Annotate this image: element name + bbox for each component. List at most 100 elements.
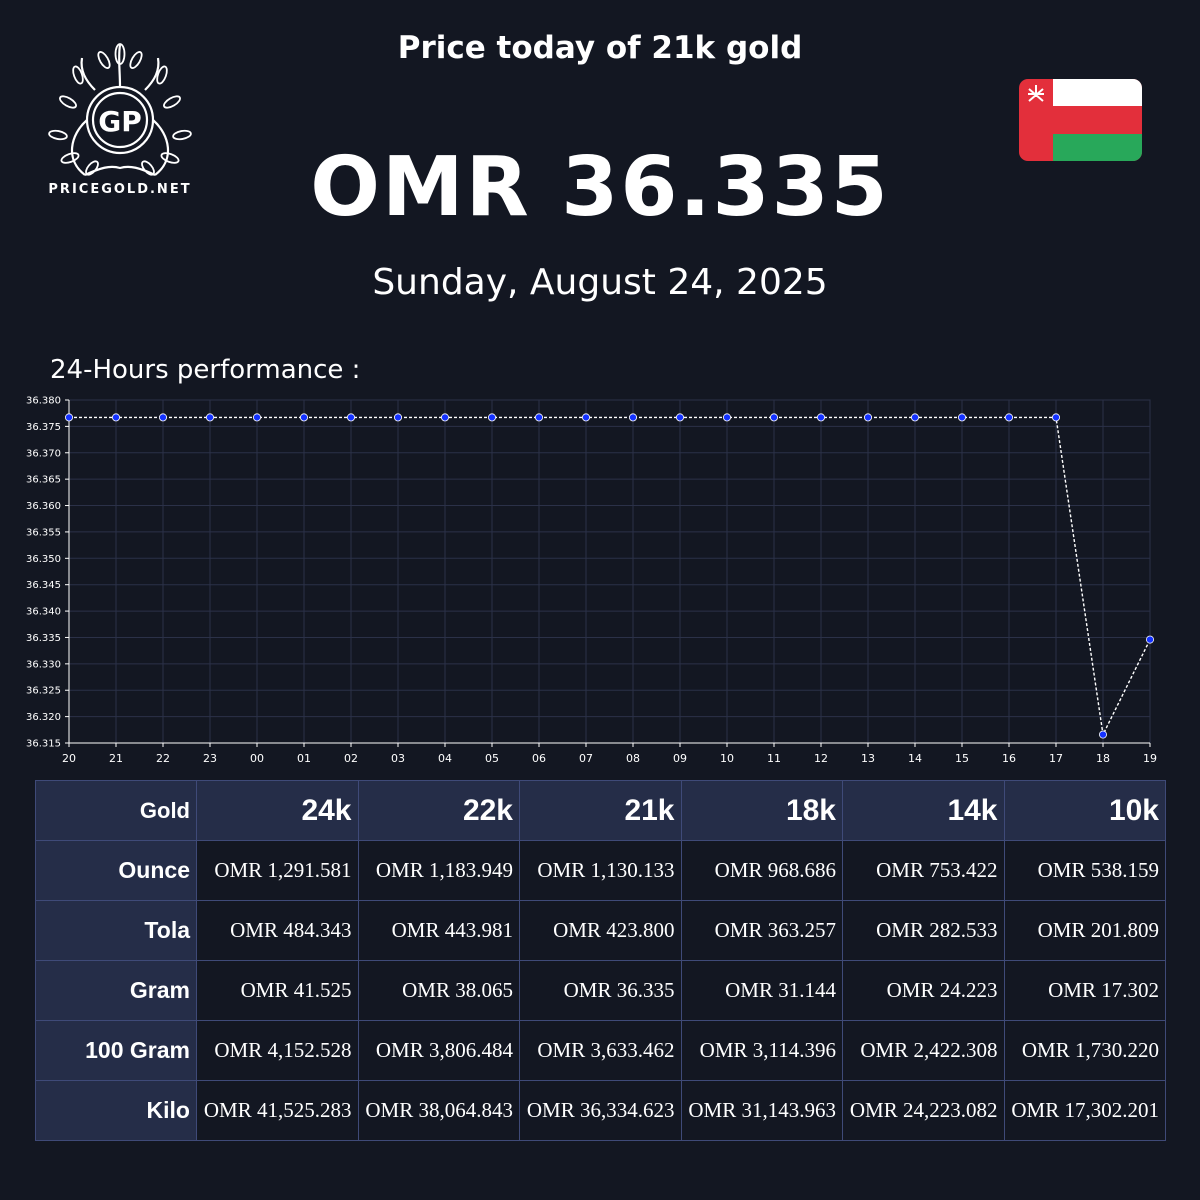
data-point [65,413,74,422]
price-cell: OMR 41,525.283 [196,1080,359,1141]
price-cell: OMR 2,422.308 [842,1020,1005,1081]
price-line [69,416,1151,737]
x-tick-label: 04 [438,752,452,765]
x-tick-label: 11 [767,752,781,765]
karat-header-14k: 14k [842,780,1005,841]
y-tick-label: 36.370 [26,448,61,459]
price-cell: OMR 17,302.201 [1003,1080,1166,1141]
price-cell: OMR 24,223.082 [842,1080,1005,1141]
logo-mark: GP [98,105,142,138]
y-tick-label: 36.320 [26,712,61,723]
y-tick-label: 36.360 [26,501,61,512]
x-tick-label: 14 [908,752,922,765]
karat-header-22k: 22k [357,780,520,841]
oman-flag-icon [1019,79,1142,161]
price-cell: OMR 484.343 [196,900,359,961]
karat-header-18k: 18k [680,780,843,841]
price-cell: OMR 3,114.396 [680,1020,843,1081]
data-point [299,413,308,422]
page-title: Price today of 21k gold [397,30,803,66]
x-tick-label: 22 [156,752,170,765]
price-cell: OMR 3,806.484 [357,1020,520,1081]
table-header-row: Gold 24k 22k 21k 18k 14k 10k [35,780,1166,841]
data-point [582,413,591,422]
x-tick-label: 06 [532,752,546,765]
karat-header-21k: 21k [519,780,682,841]
data-point [535,413,544,422]
current-price: OMR 36.335 [310,140,890,235]
x-tick-label: 18 [1096,752,1110,765]
x-tick-label: 13 [861,752,875,765]
price-cell: OMR 753.422 [842,840,1005,901]
price-cell: OMR 36.335 [519,960,682,1021]
data-point [911,413,920,422]
data-point [676,413,685,422]
row-label: Kilo [35,1080,197,1141]
data-point [1005,413,1014,422]
table-row: Tola OMR 484.343 OMR 443.981 OMR 423.800 OMR… [35,900,1166,961]
plot-area [68,399,1151,744]
table-corner-label: Gold [35,780,197,841]
y-tick-label: 36.355 [26,527,61,538]
performance-chart: 36.380 36.375 36.370 36.365 36.360 36.355 36.3… [26,396,1157,766]
table-row: 100 Gram OMR 4,152.528 OMR 3,806.484 OMR 3,… [35,1020,1166,1081]
data-point [158,413,167,422]
pricegold-logo: GP [48,43,192,176]
x-axis: 20 21 22 23 00 01 02 03 04 05 06 07 08 09 10 11 12 13 14 15… [62,400,1157,765]
axis-lines [68,400,1150,744]
data-point [440,413,449,422]
price-cell: OMR 4,152.528 [196,1020,359,1081]
y-tick-label: 36.330 [26,659,61,670]
x-tick-label: 05 [485,752,499,765]
price-points [65,413,1155,739]
x-tick-label: 10 [720,752,734,765]
data-point [487,413,496,422]
price-cell: OMR 24.223 [842,960,1005,1021]
y-tick-label: 36.365 [26,475,61,486]
data-point [817,413,826,422]
price-cell: OMR 363.257 [680,900,843,961]
y-tick-label: 36.335 [26,633,61,644]
price-cell: OMR 17.302 [1003,960,1166,1021]
price-cell: OMR 36,334.623 [519,1080,682,1141]
x-tick-label: 02 [344,752,358,765]
data-point [770,413,779,422]
x-tick-label: 01 [297,752,311,765]
price-date: Sunday, August 24, 2025 [372,262,828,303]
x-tick-label: 20 [62,752,76,765]
price-cell: OMR 538.159 [1003,840,1166,901]
price-cell: OMR 38.065 [357,960,520,1021]
x-tick-label: 17 [1049,752,1063,765]
y-tick-label: 36.340 [26,607,61,618]
y-tick-label: 36.325 [26,686,61,697]
x-tick-label: 00 [250,752,264,765]
data-point [958,413,967,422]
price-cell: OMR 423.800 [519,900,682,961]
data-point [723,413,732,422]
price-cell: OMR 38,064.843 [357,1080,520,1141]
data-point [346,413,355,422]
data-point [112,413,121,422]
karat-header-24k: 24k [196,780,359,841]
table-row: Kilo OMR 41,525.283 OMR 38,064.843 OMR 36,3… [35,1080,1166,1141]
price-cell: OMR 1,183.949 [357,840,520,901]
price-cell: OMR 201.809 [1003,900,1166,961]
y-tick-label: 36.345 [26,580,61,591]
price-cell: OMR 968.686 [680,840,843,901]
price-cell: OMR 41.525 [196,960,359,1021]
price-cell: OMR 1,730.220 [1003,1020,1166,1081]
price-cell: OMR 1,130.133 [519,840,682,901]
performance-label: 24-Hours performance : [50,355,361,385]
x-tick-label: 15 [955,752,969,765]
data-point [393,413,402,422]
row-label: Ounce [35,840,197,901]
data-point [205,413,214,422]
x-tick-label: 16 [1002,752,1016,765]
data-point [629,413,638,422]
x-tick-label: 09 [673,752,687,765]
y-tick-label: 36.350 [26,554,61,565]
price-cell: OMR 31.144 [680,960,843,1021]
data-point [864,413,873,422]
x-tick-label: 19 [1143,752,1157,765]
x-tick-label: 08 [626,752,640,765]
